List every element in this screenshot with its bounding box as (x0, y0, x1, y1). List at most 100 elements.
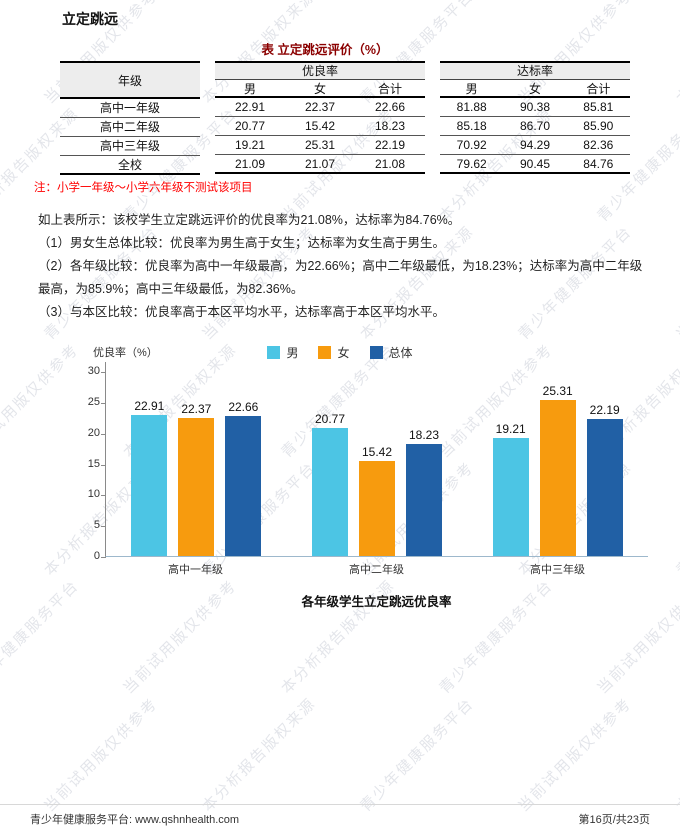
table-gap (200, 61, 215, 175)
table-row: 22.91 22.37 22.66 (215, 98, 425, 117)
bar-总体 (406, 443, 442, 556)
legend-swatch (267, 346, 281, 359)
value-cell: 84.76 (583, 157, 614, 171)
analysis-point: （3）与本区比较：优良率高于本区平均水平，达标率高于本区平均水平。 (38, 305, 445, 319)
sub-header-male: 男 (243, 82, 256, 96)
value-cell: 90.38 (519, 100, 550, 114)
table-row: 21.09 21.07 21.08 (215, 155, 425, 174)
value-cell: 20.77 (234, 119, 266, 133)
legend-label: 女 (337, 346, 350, 360)
axis-tick-label: 5 (93, 519, 100, 532)
value-cell: 70.92 (456, 138, 487, 152)
value-cell: 82.36 (583, 138, 614, 152)
value-cell: 21.09 (234, 157, 266, 171)
axis-tick-label: 10 (87, 488, 100, 501)
x-axis-label: 高中一年级 (168, 564, 223, 576)
excellent-rate-block: 优良率 男 女 合计 22.91 22.37 22.66 20.77 15.42… (215, 61, 425, 175)
sub-header-row: 男 女 合计 (440, 80, 630, 98)
bar-cell: 19.21 (492, 362, 529, 556)
standard-rate-block: 达标率 男 女 合计 81.88 90.38 85.81 85.18 86.70… (440, 61, 630, 175)
value-cell: 22.37 (304, 100, 336, 114)
value-cell: 94.29 (519, 138, 550, 152)
grade-cell: 高中一年级 (60, 99, 200, 118)
sub-header-row: 男 女 合计 (215, 80, 425, 98)
bar-cell: 22.37 (178, 362, 215, 556)
axis-tick-mark (101, 464, 106, 466)
sub-header-total: 合计 (377, 82, 402, 96)
analysis-intro: 如上表所示：该校学生立定跳远评价的优良率为21.08%，达标率为84.76%。 (38, 213, 461, 227)
bar-女 (539, 399, 576, 556)
bar-男 (492, 437, 529, 556)
axis-tick-label: 15 (87, 457, 100, 470)
bar-cell: 22.19 (586, 362, 623, 556)
table-note: 注：小学一年级～小学六年级不测试该项目 (34, 182, 253, 194)
legend-swatch (318, 346, 332, 359)
bar-女 (178, 418, 215, 556)
bar-cell: 25.31 (539, 362, 576, 556)
bar-group: 22.91 22.37 22.66 (106, 362, 287, 556)
table-row: 81.88 90.38 85.81 (440, 98, 630, 117)
footer-platform: 青少年健康服务平台: www.qshnhealth.com (30, 814, 240, 826)
x-axis-labels: 高中一年级 高中二年级 高中三年级 (105, 561, 648, 577)
value-cell: 81.88 (456, 100, 487, 114)
value-cell: 22.19 (374, 138, 406, 152)
chart-header: 优良率（%） 男 女 总体 (0, 340, 680, 362)
x-axis-label: 高中二年级 (349, 564, 404, 576)
bar-value-label: 20.77 (314, 411, 346, 426)
value-cell: 25.31 (304, 138, 336, 152)
sub-header-female: 女 (528, 82, 541, 96)
watermark-text: 当前试用版仅供参考 (515, 694, 636, 816)
bar-chart: 优良率（%） 男 女 总体 22.91 22.37 22.66 20.77 15.42 18.… (0, 340, 680, 618)
table-row: 70.92 94.29 82.36 (440, 136, 630, 155)
bar-group: 19.21 25.31 22.19 (467, 362, 648, 556)
chart-plot: 22.91 22.37 22.66 20.77 15.42 18.23 19.21 25.31… (88, 362, 648, 562)
bar-总体 (586, 419, 623, 556)
sub-header-total: 合计 (586, 82, 611, 96)
watermark-text: 青少年健康服务平台 (357, 694, 478, 816)
value-cell: 19.21 (234, 138, 266, 152)
analysis-point: （1）男女生总体比较：优良率为男生高于女生；达标率为女生高于男生。 (38, 236, 445, 250)
bar-cell: 18.23 (406, 362, 442, 556)
chart-caption: 各年级学生立定跳远优良率 (301, 595, 452, 609)
bar-value-label: 19.21 (495, 421, 526, 436)
bar-总体 (225, 416, 262, 556)
bar-男 (131, 414, 168, 556)
grade-cell: 全校 (60, 156, 200, 175)
bar-group: 20.77 15.42 18.23 (287, 362, 468, 556)
legend-swatch (369, 346, 383, 359)
axis-tick-label: 0 (93, 550, 100, 562)
value-cell: 86.70 (519, 119, 550, 133)
bar-value-label: 22.37 (181, 402, 212, 417)
axis-tick-mark (101, 372, 106, 373)
value-cell: 22.91 (234, 100, 266, 114)
evaluation-table: 年级 高中一年级 高中二年级 高中三年级 全校 优良率 男 女 合计 22.91… (60, 61, 630, 175)
value-cell: 15.42 (304, 119, 336, 133)
table-gap (425, 61, 440, 175)
table-row: 79.62 90.45 84.76 (440, 155, 630, 174)
x-axis-label: 高中三年级 (530, 564, 585, 576)
watermark-text: 当前试用版仅供参考 (41, 694, 162, 816)
page-footer: 青少年健康服务平台: www.qshnhealth.com 第16页/共23页 (0, 804, 680, 827)
axis-tick-mark (101, 495, 106, 497)
axis-tick-label: 25 (87, 395, 100, 408)
grade-cell: 高中三年级 (60, 137, 200, 156)
value-cell: 21.07 (304, 157, 336, 171)
page-title: 立定跳远 (62, 11, 118, 27)
value-cell: 85.90 (583, 119, 614, 133)
axis-tick-mark (101, 402, 106, 404)
axis-tick-mark (101, 433, 106, 435)
axis-tick-label: 20 (87, 426, 100, 439)
value-cell: 90.45 (519, 157, 550, 171)
legend-item: 男 (267, 344, 298, 361)
bar-value-label: 22.91 (134, 398, 165, 413)
value-cell: 85.18 (456, 119, 487, 133)
grade-header: 年级 (60, 63, 200, 99)
value-cell: 21.08 (374, 157, 406, 171)
bar-cell: 15.42 (359, 362, 395, 556)
y-axis-label: 优良率（%） (93, 347, 158, 359)
value-cell: 18.23 (374, 119, 406, 133)
grade-column: 年级 高中一年级 高中二年级 高中三年级 全校 (60, 61, 200, 175)
value-cell: 22.66 (374, 100, 406, 114)
watermark-text: 本分析报告版权来源 (199, 694, 320, 816)
bar-value-label: 25.31 (542, 383, 573, 398)
